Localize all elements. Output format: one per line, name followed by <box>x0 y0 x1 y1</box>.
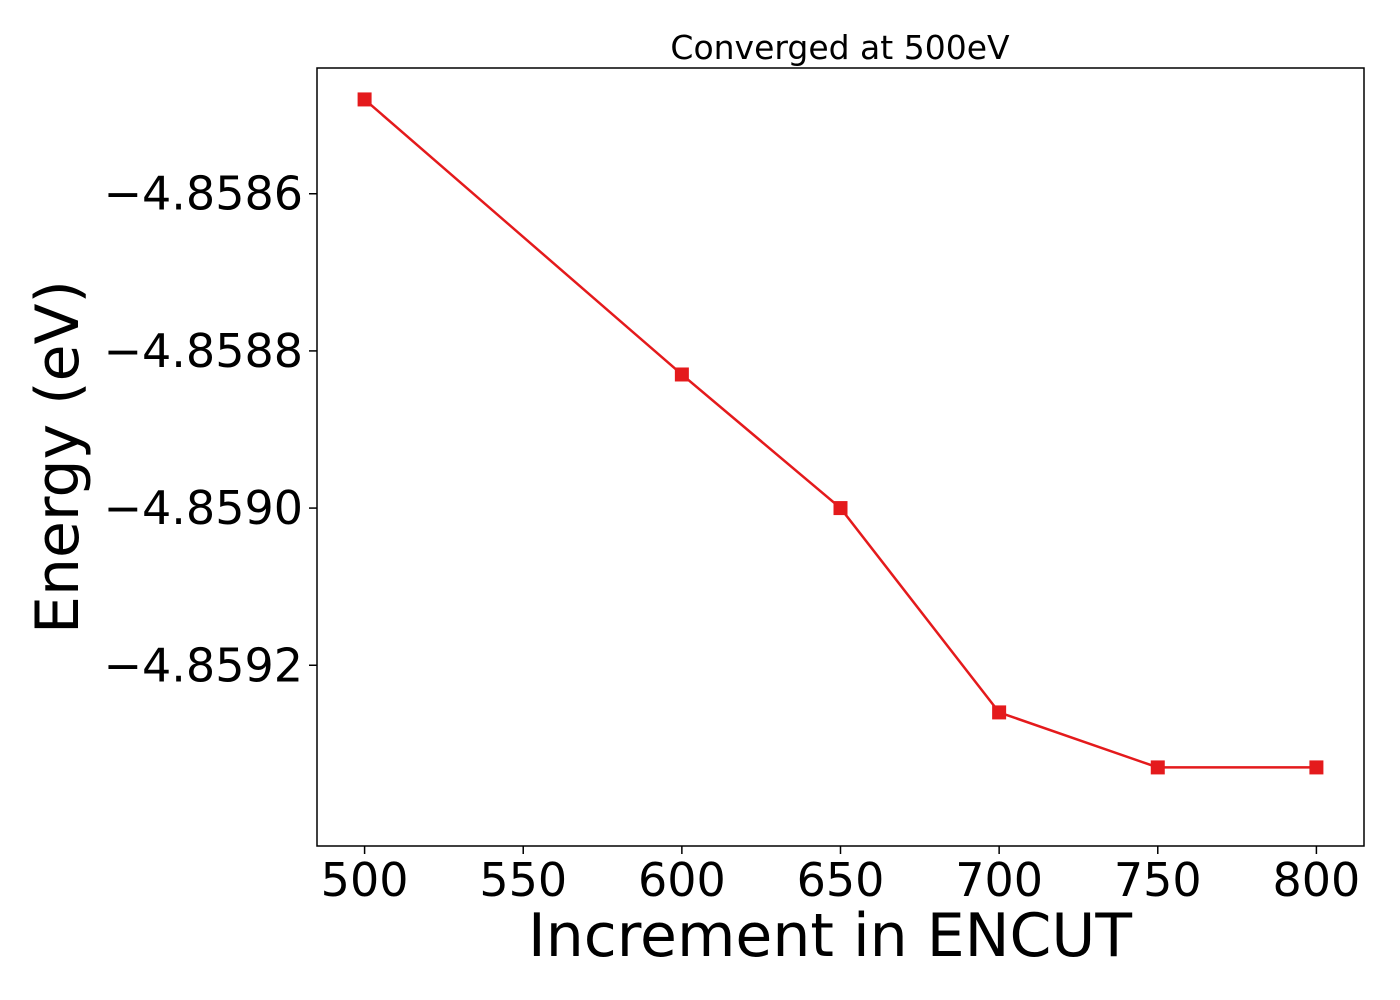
series-layer <box>357 92 1324 775</box>
y-tick-label: −4.8586 <box>104 167 304 221</box>
data-point-marker <box>674 367 689 382</box>
x-axis-label: Increment in ENCUT <box>528 901 1132 971</box>
chart-title: Converged at 500eV <box>670 28 1010 67</box>
data-point-marker <box>357 92 372 107</box>
series-line <box>363 98 1317 769</box>
y-axis-ticks: −4.8586 −4.8588 −4.8590 −4.8592 <box>104 167 317 692</box>
x-tick-label: 750 <box>1114 853 1202 907</box>
x-axis-ticks: 500 550 600 650 700 750 800 <box>321 846 1361 907</box>
x-tick-label: 650 <box>797 853 885 907</box>
x-tick-label: 500 <box>321 853 409 907</box>
data-point-marker <box>992 705 1007 720</box>
x-tick-label: 550 <box>479 853 567 907</box>
y-tick-label: −4.8592 <box>104 638 304 692</box>
x-tick-label: 800 <box>1273 853 1361 907</box>
y-axis-label: Energy (eV) <box>23 280 93 634</box>
x-tick-label: 600 <box>638 853 726 907</box>
x-tick-label: 700 <box>955 853 1043 907</box>
y-tick-label: −4.8590 <box>104 481 304 535</box>
y-tick-label: −4.8588 <box>104 324 304 378</box>
plot-area-frame <box>316 67 1365 847</box>
data-point-marker <box>833 501 848 516</box>
data-point-marker <box>1309 760 1324 775</box>
data-point-marker <box>1150 760 1165 775</box>
